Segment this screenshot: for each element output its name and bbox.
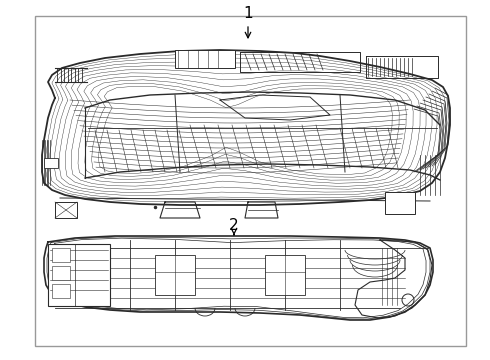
Bar xyxy=(55,202,77,218)
Bar xyxy=(35,16,466,346)
Bar xyxy=(175,50,235,68)
Bar xyxy=(265,255,305,295)
Bar xyxy=(52,248,70,262)
Text: 2: 2 xyxy=(229,219,239,234)
Bar xyxy=(385,192,415,214)
Bar xyxy=(52,284,70,298)
Bar xyxy=(48,244,110,306)
Bar xyxy=(52,266,70,280)
Text: 1: 1 xyxy=(243,6,253,22)
Bar xyxy=(155,255,195,295)
Bar xyxy=(44,158,58,168)
